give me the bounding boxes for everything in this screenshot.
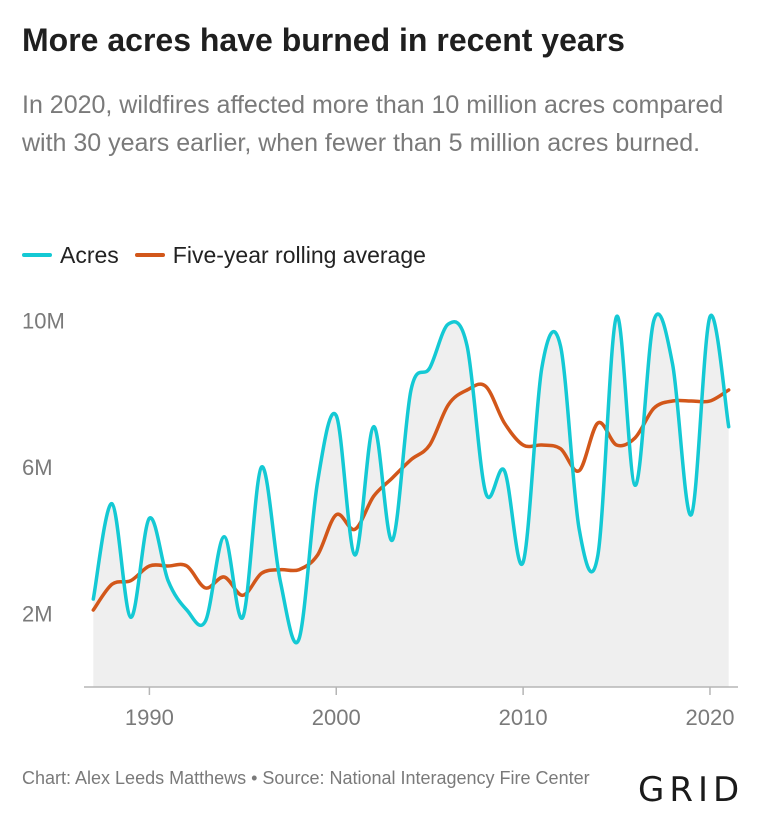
data-point-acres-2010 (520, 559, 526, 565)
data-point-rolling-average-2020 (707, 398, 713, 404)
data-point-rolling-average-1992 (184, 563, 190, 569)
data-point-acres-2007 (464, 343, 470, 349)
data-point-acres-1998 (296, 636, 302, 642)
data-point-rolling-average-2019 (688, 398, 694, 404)
data-point-acres-1995 (240, 614, 246, 620)
data-point-acres-2002 (371, 424, 377, 430)
data-point-rolling-average-2013 (576, 468, 582, 474)
acres-area-fill (93, 314, 729, 687)
data-point-acres-2018 (670, 361, 676, 367)
data-point-acres-2012 (557, 343, 563, 349)
legend-swatch-rolling-average (134, 253, 165, 257)
data-point-acres-2000 (333, 413, 339, 419)
data-point-acres-1999 (315, 479, 321, 485)
data-point-acres-2003 (389, 537, 395, 543)
data-point-acres-1987 (90, 596, 96, 602)
series-line-rolling-average (91, 382, 731, 612)
data-point-rolling-average-2004 (408, 457, 414, 463)
data-point-acres-1996 (259, 464, 265, 470)
data-point-acres-2016 (632, 482, 638, 488)
legend-label-acres: Acres (60, 241, 119, 268)
data-point-acres-1990 (146, 515, 152, 521)
legend-item-acres: Acres (22, 242, 119, 269)
y-tick-label: 2M (22, 602, 53, 627)
legend-label-rolling-average: Five-year rolling average (172, 241, 426, 268)
data-point-rolling-average-1987 (90, 607, 96, 613)
data-point-rolling-average-2000 (333, 512, 339, 518)
data-point-rolling-average-2014 (595, 420, 601, 426)
legend-swatch-acres (22, 253, 52, 257)
x-tick-label: 2010 (499, 705, 548, 730)
grid-logo: GRID (638, 770, 745, 810)
data-point-rolling-average-2012 (557, 446, 563, 452)
data-point-rolling-average-2005 (427, 442, 433, 448)
data-point-rolling-average-2001 (352, 526, 358, 532)
data-point-acres-1992 (184, 607, 190, 613)
data-point-rolling-average-2021 (726, 387, 732, 393)
data-point-acres-2005 (427, 365, 433, 371)
data-point-rolling-average-1994 (221, 574, 227, 580)
series-line-acres (91, 312, 731, 645)
data-point-rolling-average-1998 (296, 567, 302, 573)
data-point-acres-1991 (165, 578, 171, 584)
data-point-rolling-average-2015 (614, 442, 620, 448)
data-point-rolling-average-2010 (520, 442, 526, 448)
data-point-acres-2001 (352, 552, 358, 558)
data-point-acres-2020 (707, 314, 713, 320)
data-point-rolling-average-2007 (464, 387, 470, 393)
data-point-acres-1993 (202, 618, 208, 624)
data-point-acres-2017 (651, 317, 657, 323)
line-chart: 2M 6M 10M 1990 2000 2010 2020 (22, 308, 738, 730)
data-point-rolling-average-2008 (483, 383, 489, 389)
data-point-rolling-average-1989 (128, 578, 134, 584)
data-point-acres-1997 (277, 578, 283, 584)
data-point-acres-1989 (128, 614, 134, 620)
data-point-acres-2009 (501, 468, 507, 474)
data-point-acres-2014 (595, 552, 601, 558)
y-axis-labels: 2M 6M 10M (22, 308, 65, 626)
data-point-rolling-average-2016 (632, 435, 638, 441)
data-point-rolling-average-2002 (371, 493, 377, 499)
data-point-rolling-average-2006 (445, 402, 451, 408)
data-point-rolling-average-2017 (651, 405, 657, 411)
x-tick-label: 2000 (312, 705, 361, 730)
data-point-acres-1994 (221, 534, 227, 540)
data-point-rolling-average-2009 (501, 420, 507, 426)
x-axis-ticks: 1990 2000 2010 2020 (125, 687, 734, 730)
legend-item-rolling-average: Five-year rolling average (134, 241, 426, 269)
y-tick-label: 6M (22, 455, 53, 480)
data-point-acres-2015 (614, 314, 620, 320)
data-point-acres-2006 (445, 321, 451, 327)
data-point-rolling-average-2018 (670, 398, 676, 404)
data-point-acres-2008 (483, 490, 489, 496)
data-point-acres-1988 (109, 501, 115, 507)
data-point-rolling-average-1999 (315, 552, 321, 558)
data-point-acres-2011 (539, 365, 545, 371)
data-point-rolling-average-2011 (539, 442, 545, 448)
data-point-rolling-average-1996 (259, 570, 265, 576)
data-point-rolling-average-1990 (146, 563, 152, 569)
x-tick-label: 2020 (685, 705, 734, 730)
data-point-rolling-average-2003 (389, 475, 395, 481)
data-point-acres-2004 (408, 387, 414, 393)
chart-legend: Acres Five-year rolling average (22, 238, 442, 272)
data-point-rolling-average-1988 (109, 581, 115, 587)
data-point-acres-2021 (726, 424, 732, 430)
data-point-rolling-average-1991 (165, 563, 171, 569)
y-tick-label: 10M (22, 308, 65, 333)
chart-title: More acres have burned in recent years (22, 22, 625, 58)
data-point-rolling-average-1993 (202, 585, 208, 591)
chart-subtitle: In 2020, wildfires affected more than 10… (22, 91, 724, 157)
data-point-acres-2013 (576, 526, 582, 532)
data-point-acres-2019 (688, 512, 694, 518)
x-tick-label: 1990 (125, 705, 174, 730)
data-point-rolling-average-1995 (240, 592, 246, 598)
data-point-rolling-average-1997 (277, 567, 283, 573)
chart-source-note: Chart: Alex Leeds Matthews • Source: Nat… (22, 768, 590, 788)
